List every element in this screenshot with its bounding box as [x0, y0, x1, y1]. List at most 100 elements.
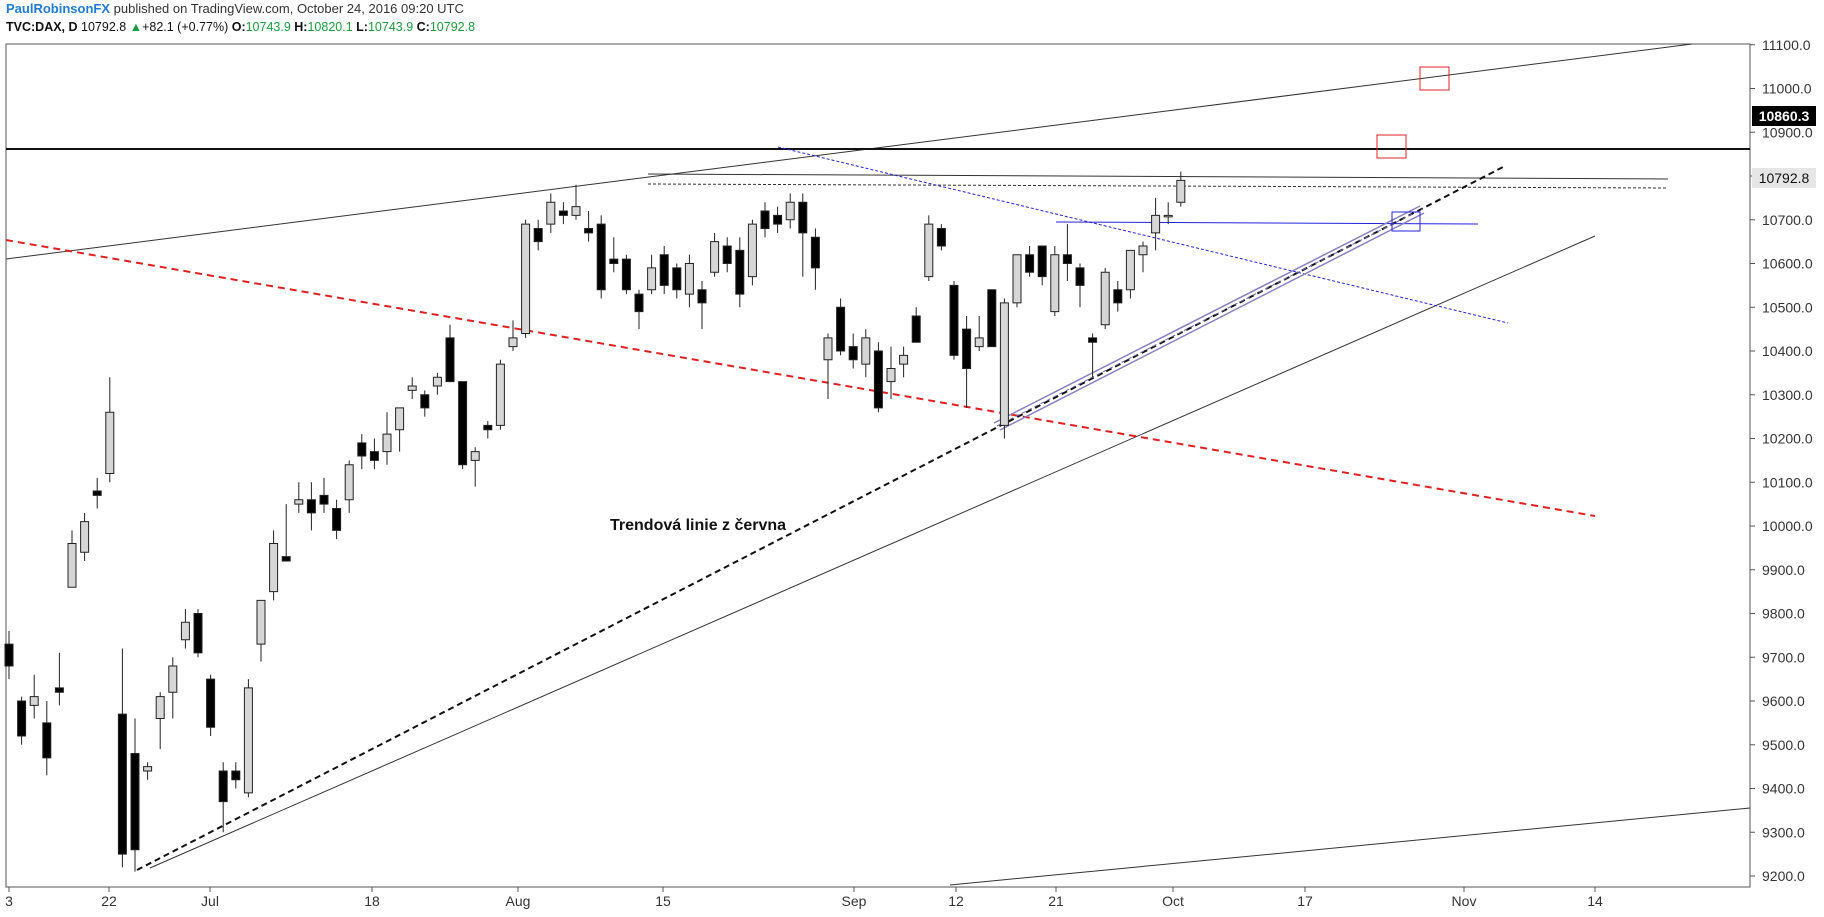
upper-channel-line	[5, 43, 1693, 260]
candle	[823, 333, 833, 400]
candle-up-body	[269, 543, 279, 593]
candle-down-body	[609, 258, 619, 264]
time-tick-label: Aug	[506, 893, 531, 909]
candle-down-body	[987, 289, 997, 348]
candle	[936, 224, 946, 251]
candle-down-body	[54, 687, 64, 693]
candle	[1138, 241, 1148, 273]
candle-up-body	[143, 766, 153, 772]
candle-down-body	[4, 643, 14, 667]
author-link[interactable]: PaulRobinsonFX	[6, 1, 110, 16]
candle-down-body	[218, 770, 228, 803]
candle-down-body	[130, 753, 140, 851]
price-tick-label: 9200.0	[1762, 868, 1805, 884]
candle	[1037, 245, 1047, 286]
high-label: H:	[294, 20, 308, 34]
candle	[1012, 254, 1022, 308]
candle	[143, 762, 153, 780]
candle-down-body	[332, 508, 342, 531]
symbol-label[interactable]: TVC:DAX, D	[6, 20, 78, 34]
time-tick-label: 21	[1048, 893, 1064, 909]
rising-support-line	[149, 235, 1596, 869]
candle	[407, 377, 417, 400]
candle-down-body	[42, 722, 52, 759]
candle-up-body	[747, 223, 757, 278]
candles-layer	[4, 171, 1186, 872]
candle-down-body	[117, 713, 127, 855]
candle-up-body	[395, 407, 405, 431]
candle-up-body	[256, 599, 266, 645]
candle-up-body	[1176, 179, 1186, 203]
candle	[306, 482, 316, 531]
candle	[558, 202, 568, 225]
candle	[294, 482, 304, 513]
trendline-annotation: Trendová linie z června	[610, 517, 786, 534]
candle	[684, 254, 694, 308]
candle	[483, 421, 493, 439]
candle	[899, 346, 909, 378]
candle	[29, 674, 39, 719]
candle-up-body	[105, 411, 115, 474]
candle-down-body	[17, 700, 27, 737]
candle	[987, 289, 997, 348]
candle	[861, 329, 871, 378]
candle-up-body	[155, 696, 165, 719]
candle	[332, 499, 342, 540]
candle-up-body	[521, 223, 531, 334]
price-tick-label: 9500.0	[1762, 737, 1805, 753]
candle	[735, 237, 745, 308]
close-label: C:	[416, 20, 430, 34]
candle	[810, 228, 820, 290]
candle-down-body	[281, 556, 291, 562]
candle-down-body	[722, 245, 732, 264]
candle-up-body	[407, 385, 417, 391]
time-tick-label: Nov	[1452, 893, 1477, 909]
candle	[130, 718, 140, 872]
price-tick-label: 10200.0	[1762, 431, 1813, 447]
candle-down-body	[773, 214, 783, 225]
last-price: 10792.8	[81, 20, 127, 34]
candle	[974, 316, 984, 351]
candle-down-body	[1075, 267, 1085, 286]
candle-down-body	[319, 494, 329, 505]
candle-up-body	[1050, 254, 1060, 313]
candle	[395, 407, 405, 452]
candle-down-body	[936, 228, 946, 247]
candle	[546, 193, 556, 233]
candle	[256, 599, 266, 662]
low-label: L:	[356, 20, 368, 34]
candle-down-body	[911, 315, 921, 343]
candle	[697, 281, 707, 330]
price-axis[interactable]: 9200.0 9300.0 9400.0 9500.0 9600.0 9700.0 9800…	[1750, 37, 1813, 884]
low-value: 10743.9	[367, 20, 414, 34]
candle-down-body	[92, 490, 102, 496]
highs-dashed-line	[647, 183, 1669, 189]
candle-down-body	[659, 254, 669, 286]
candle	[269, 530, 279, 601]
candle	[1100, 267, 1110, 330]
candle	[924, 215, 934, 281]
candle-down-body	[584, 228, 594, 234]
candle-up-body	[924, 223, 934, 278]
candle	[1025, 246, 1035, 277]
candle	[621, 254, 631, 295]
price-tick-label: 9400.0	[1762, 781, 1805, 797]
candle	[634, 289, 644, 330]
time-axis[interactable]: 3 22 Jul 18 Aug 15 Sep 12 21 Oct 17 Nov 14	[5, 887, 1603, 909]
candle-down-body	[558, 210, 568, 216]
candle-down-body	[1037, 245, 1047, 278]
blue-horizontal-line	[1055, 221, 1479, 225]
high-value: 10820.1	[307, 20, 353, 34]
candle	[672, 263, 682, 299]
candle-up-body	[1012, 254, 1022, 304]
candle-down-body	[206, 678, 216, 728]
time-tick-label: 18	[364, 893, 380, 909]
candle	[206, 674, 216, 736]
candle-down-body	[697, 289, 707, 304]
published-text: published on TradingView.com, October 24…	[113, 1, 464, 16]
candle	[886, 346, 896, 400]
blue-dotted-trendline	[777, 146, 1509, 324]
candle-up-body	[294, 499, 304, 505]
candle	[92, 477, 102, 509]
